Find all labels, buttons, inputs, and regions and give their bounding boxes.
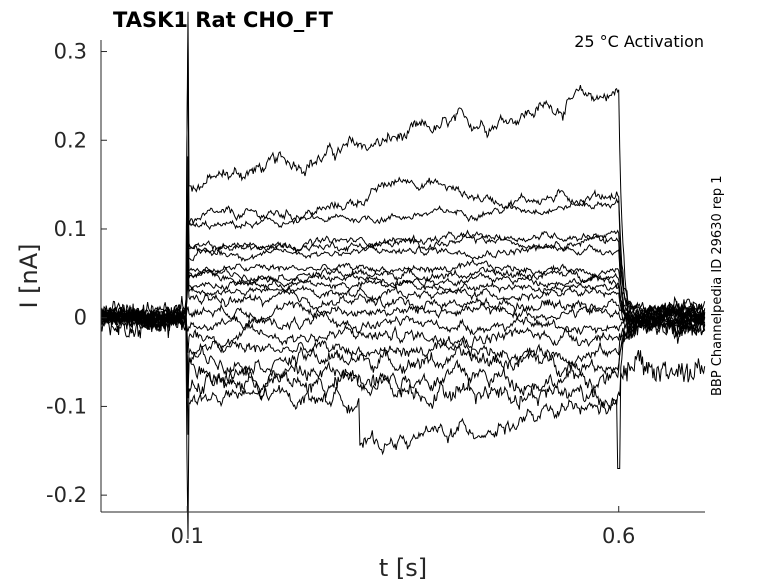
trace-line-14 — [100, 304, 706, 336]
chart-title: TASK1 Rat CHO_FT — [113, 8, 334, 32]
trace-line-3 — [100, 156, 706, 327]
trace-line-10 — [100, 257, 706, 328]
side-label: BBP Channelpedia ID 29630 rep 1 — [710, 175, 725, 396]
trace-line-1 — [100, 11, 706, 334]
trace-line-17 — [100, 303, 706, 389]
trace-line-11 — [100, 267, 706, 336]
traces — [100, 11, 706, 539]
y-axis-label: I [nA] — [15, 243, 43, 308]
trace-line-15 — [100, 307, 706, 353]
trace-line-2 — [100, 41, 706, 330]
trace-line-18 — [100, 296, 706, 399]
y-tick-label: -0.1 — [46, 394, 87, 418]
y-tick-label: 0.1 — [54, 217, 87, 241]
annotation: 25 °C Activation — [574, 32, 704, 51]
trace-line-16 — [100, 300, 706, 378]
trace-line-8 — [100, 240, 705, 325]
trace-line-7 — [100, 230, 705, 327]
x-axis-label: t [s] — [379, 554, 427, 582]
trace-line-12 — [100, 278, 705, 327]
trace-line-6 — [100, 206, 706, 326]
trace-line-9 — [100, 242, 705, 328]
trace-line-4 — [100, 189, 706, 323]
trace-line-19 — [100, 305, 706, 435]
y-tick-label: 0.3 — [54, 40, 87, 64]
trace-line-5 — [100, 192, 705, 328]
x-tick-label: 0.1 — [171, 524, 204, 548]
y-tick-label: -0.2 — [46, 483, 87, 507]
y-tick-label: 0.2 — [54, 128, 87, 152]
x-tick-label: 0.6 — [602, 524, 635, 548]
trace-line-20 — [100, 302, 706, 539]
trace-line-13 — [100, 300, 705, 334]
y-tick-label: 0 — [74, 306, 87, 330]
